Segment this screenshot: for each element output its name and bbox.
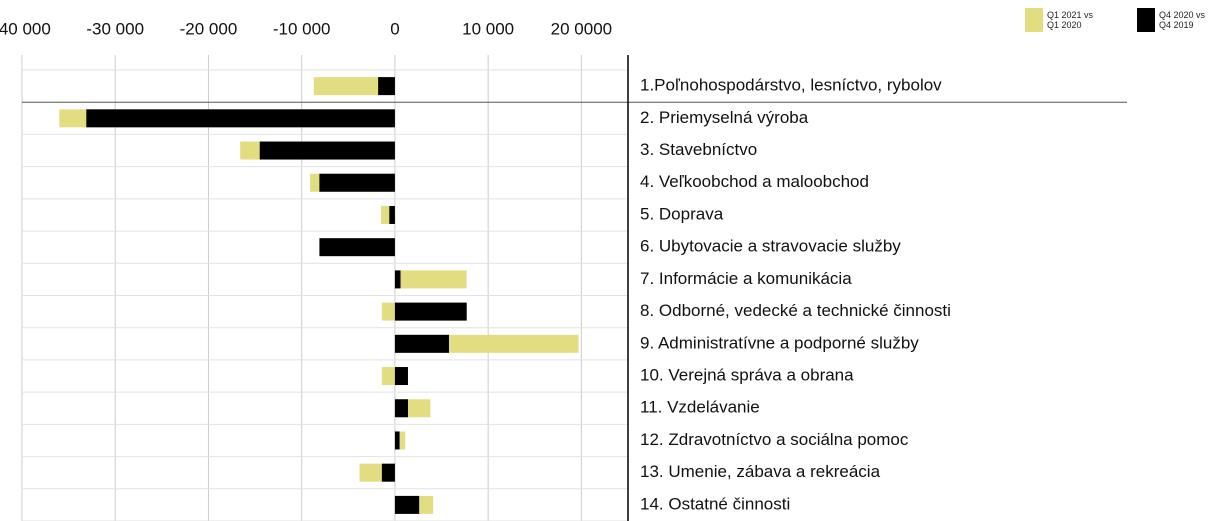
bar	[394, 495, 420, 514]
bar	[381, 463, 395, 482]
bar	[394, 431, 400, 450]
bar	[394, 431, 406, 450]
bar	[381, 367, 395, 386]
category-label: 11. Vzdelávanie	[640, 398, 760, 417]
category-label: 9. Administratívne a podporné služby	[640, 333, 919, 352]
category-label: 6. Ubytovacie a stravovacie služby	[640, 237, 901, 256]
x-tick-label: -30 000	[86, 19, 144, 38]
category-label: 2. Priemyselná výroba	[640, 108, 809, 127]
category-label: 3. Stavebníctvo	[640, 140, 757, 159]
x-tick-label: -40 000	[0, 19, 51, 38]
category-label: 5. Doprava	[640, 204, 724, 223]
bar	[319, 238, 395, 257]
x-tick-label: 0	[390, 19, 399, 38]
bar	[259, 141, 395, 160]
x-tick-label: -10 000	[273, 19, 331, 38]
bar	[378, 77, 395, 96]
category-label: 13. Umenie, zábava a rekreácia	[640, 462, 881, 481]
x-tick-label: -20 000	[180, 19, 238, 38]
bar	[86, 109, 395, 128]
legend-swatch	[1025, 8, 1043, 32]
bar	[394, 270, 401, 289]
x-tick-label: 20 0000	[551, 19, 612, 38]
category-label: 14. Ostatné činnosti	[640, 494, 790, 513]
bar	[394, 302, 467, 321]
category-label: 12. Zdravotníctvo a sociálna pomoc	[640, 430, 909, 449]
bar	[394, 399, 408, 418]
bar	[394, 334, 449, 353]
category-label: 7. Informácie a komunikácia	[640, 269, 852, 288]
bar	[389, 205, 395, 224]
category-label: 1.Poľnohospodárstvo, lesníctvo, rybolov	[640, 76, 942, 95]
bar	[381, 302, 395, 321]
category-label: 4. Veľkoobchod a maloobchod	[640, 172, 869, 191]
bar	[394, 367, 408, 386]
category-label: 8. Odborné, vedecké a technické činnosti	[640, 301, 951, 320]
legend-label: Q1 2021 vs Q1 2020	[1047, 10, 1094, 30]
bar	[313, 77, 395, 96]
category-label: 10. Verejná správa a obrana	[640, 366, 854, 385]
legend-label: Q4 2020 vs Q4 2019	[1159, 10, 1206, 30]
bar	[394, 270, 467, 289]
legend-swatch	[1137, 8, 1155, 32]
bar	[319, 173, 395, 192]
x-tick-label: 10 000	[462, 19, 514, 38]
